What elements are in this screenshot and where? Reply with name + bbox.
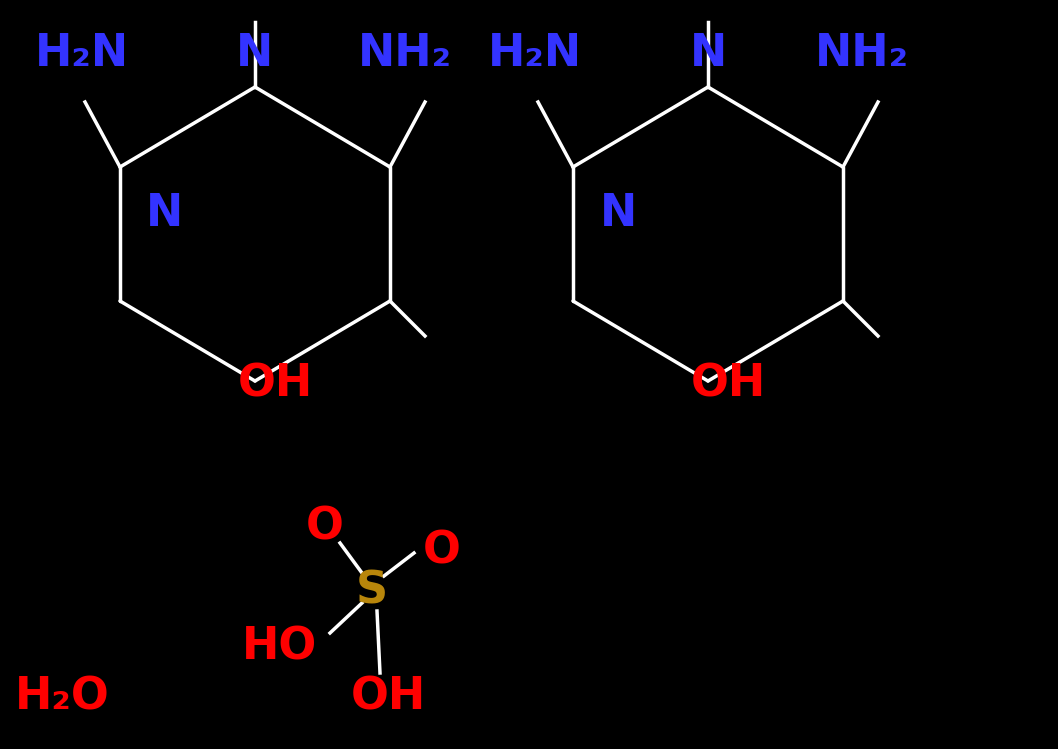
Text: H₂O: H₂O — [15, 676, 109, 718]
Text: O: O — [423, 530, 461, 572]
Text: OH: OH — [691, 363, 766, 405]
Text: S: S — [355, 569, 388, 613]
Text: OH: OH — [237, 363, 312, 405]
Text: O: O — [306, 506, 344, 548]
Text: N: N — [146, 192, 184, 235]
Text: N: N — [600, 192, 637, 235]
Text: N: N — [690, 32, 727, 76]
Text: H₂N: H₂N — [488, 32, 582, 76]
Text: OH: OH — [350, 676, 425, 718]
Text: NH₂: NH₂ — [358, 32, 452, 76]
Text: H₂N: H₂N — [35, 32, 129, 76]
Text: N: N — [236, 32, 274, 76]
Text: HO: HO — [242, 625, 317, 669]
Text: NH₂: NH₂ — [815, 32, 909, 76]
